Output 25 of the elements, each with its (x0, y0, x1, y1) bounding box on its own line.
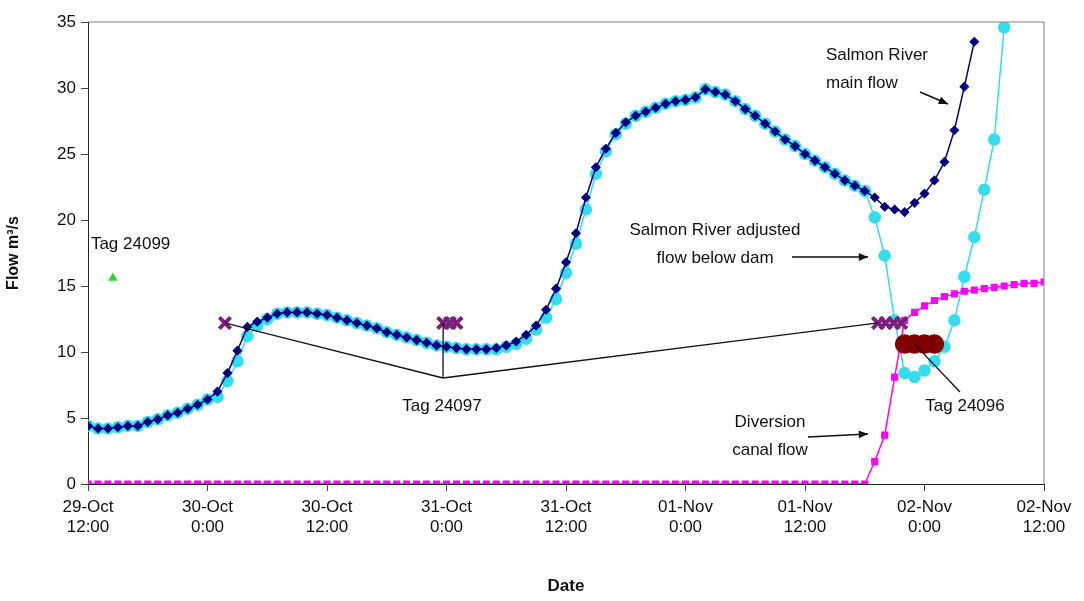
x-tick-label: 31-Oct 0:00 (420, 496, 473, 537)
series-label: Diversion canal flow (732, 412, 809, 460)
x-tick-label: 30-Oct 12:00 (301, 496, 353, 537)
y-tick-label: 10 (57, 341, 76, 361)
y-tick-label: 0 (66, 473, 76, 493)
y-tick-label: 20 (57, 209, 76, 229)
y-tick-label: 15 (57, 275, 76, 295)
y-tick-label: 5 (66, 407, 76, 427)
x-tick-label: 02-Nov 0:00 (897, 496, 953, 537)
x-tick-label: 02-Nov 12:00 (1016, 496, 1072, 537)
x-tick-label: 01-Nov 12:00 (777, 496, 833, 537)
series-label: Tag 24099 (90, 234, 171, 254)
y-tick-label: 35 (57, 11, 76, 31)
y-tick-label: 25 (57, 143, 76, 163)
x-tick-label: 29-Oct 12:00 (62, 496, 114, 537)
x-tick-label: 30-Oct 0:00 (181, 496, 234, 537)
y-tick-label: 30 (57, 77, 76, 97)
text: Tag 24096 (925, 396, 1005, 416)
text: Tag 24097 (402, 396, 482, 416)
y-axis-title: Flow m³/s (4, 216, 22, 290)
series-label: Salmon River main flow (826, 45, 929, 93)
x-tick-label: 31-Oct 12:00 (540, 496, 592, 537)
x-tick-label: 01-Nov 0:00 (658, 496, 714, 537)
text: Salmon River adjusted flow below dam (629, 220, 801, 268)
x-axis-title: Date (547, 576, 585, 596)
